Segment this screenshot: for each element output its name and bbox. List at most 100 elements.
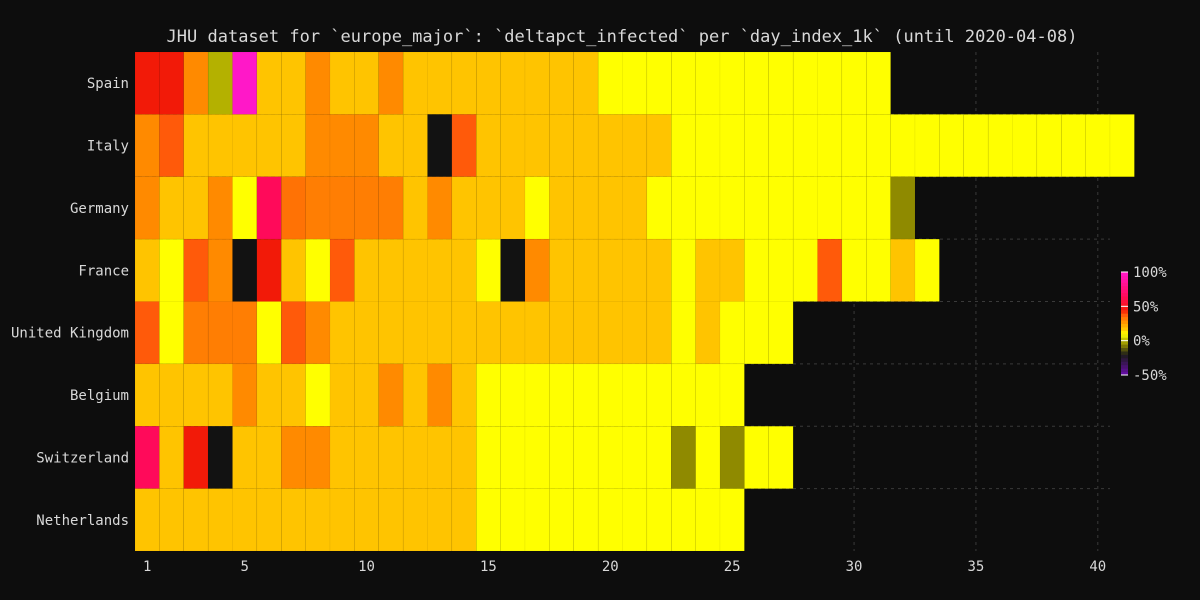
heatmap-cell xyxy=(597,176,623,240)
heatmap-cell xyxy=(695,51,721,115)
heatmap-cell xyxy=(402,488,428,552)
heatmap-cell xyxy=(329,114,355,177)
heatmap-cell xyxy=(183,51,209,115)
y-tick-label: Belgium xyxy=(70,388,129,404)
heatmap-cell xyxy=(378,176,404,240)
heatmap-cell xyxy=(622,176,648,240)
heatmap-cell xyxy=(549,301,574,365)
heatmap-cell xyxy=(671,176,696,240)
heatmap-cell xyxy=(622,51,648,115)
heatmap-cell xyxy=(500,238,526,302)
heatmap-cell xyxy=(451,176,477,240)
heatmap-cell xyxy=(671,301,696,365)
colorbar-swatch xyxy=(1121,278,1128,283)
heatmap-cell xyxy=(159,114,184,177)
heatmap-cell xyxy=(134,363,160,427)
x-tick-label: 15 xyxy=(480,559,497,575)
heatmap-cell xyxy=(573,363,599,427)
heatmap-cell xyxy=(573,301,599,365)
heatmap-cell xyxy=(1036,114,1062,177)
heatmap-cell xyxy=(646,363,672,427)
heatmap-cell xyxy=(402,363,428,427)
heatmap-cell xyxy=(622,301,648,365)
heatmap-cell xyxy=(329,301,355,365)
heatmap-cell xyxy=(817,238,843,302)
heatmap-cell xyxy=(281,114,306,177)
heatmap-cell xyxy=(476,238,501,302)
heatmap-cell xyxy=(841,176,867,240)
heatmap-cell xyxy=(207,363,233,427)
heatmap-cell xyxy=(841,114,867,177)
colorbar-swatch xyxy=(1121,302,1128,307)
heatmap-cell xyxy=(256,301,282,365)
heatmap-cell xyxy=(183,176,209,240)
heatmap-cell xyxy=(476,426,501,489)
heatmap-cell xyxy=(914,238,940,302)
heatmap-cell xyxy=(671,51,696,115)
colorbar-swatch xyxy=(1121,340,1128,345)
heatmap-cell xyxy=(841,51,867,115)
heatmap-cell xyxy=(987,114,1013,177)
heatmap-cell xyxy=(573,488,599,552)
heatmap-cell xyxy=(207,114,233,177)
colorbar-swatch xyxy=(1121,292,1128,297)
heatmap-cell xyxy=(378,238,404,302)
heatmap-cell xyxy=(890,238,916,302)
heatmap-cell xyxy=(646,426,672,489)
heatmap-cell xyxy=(305,488,331,552)
heatmap-cell xyxy=(427,176,453,240)
heatmap-cell xyxy=(354,51,379,115)
heatmap-cell xyxy=(427,301,453,365)
y-tick-label: Switzerland xyxy=(36,450,129,466)
colorbar-swatch xyxy=(1121,306,1128,311)
heatmap-cell xyxy=(256,114,282,177)
heatmap-cell xyxy=(134,301,160,365)
heatmap-cell xyxy=(524,51,550,115)
heatmap-cell xyxy=(817,51,843,115)
heatmap-cell xyxy=(500,426,526,489)
heatmap-cell xyxy=(671,363,696,427)
heatmap-cell xyxy=(695,114,721,177)
heatmap-cell xyxy=(573,426,599,489)
heatmap-cell xyxy=(1085,114,1111,177)
heatmap-cell xyxy=(524,238,550,302)
heatmap-cell xyxy=(817,114,843,177)
heatmap-cell xyxy=(768,426,794,489)
heatmap-cell xyxy=(159,426,184,489)
heatmap-cell xyxy=(354,176,379,240)
heatmap-cell xyxy=(500,51,526,115)
heatmap-cell xyxy=(695,238,721,302)
heatmap-cell xyxy=(476,51,501,115)
heatmap-cell xyxy=(427,51,453,115)
heatmap-cell xyxy=(646,114,672,177)
y-tick-label: United Kingdom xyxy=(11,326,129,342)
heatmap-cell xyxy=(183,238,209,302)
heatmap-cell xyxy=(914,114,940,177)
heatmap-cell xyxy=(695,363,721,427)
heatmap-cell xyxy=(744,176,769,240)
colorbar-swatch xyxy=(1121,364,1128,369)
heatmap-cell xyxy=(573,51,599,115)
heatmap-cell xyxy=(305,114,331,177)
heatmap-cell xyxy=(622,363,648,427)
colorbar-swatch xyxy=(1121,282,1128,287)
heatmap-cell xyxy=(232,426,258,489)
heatmap-cell xyxy=(207,301,233,365)
heatmap-cell xyxy=(354,426,379,489)
colorbar-swatch xyxy=(1121,330,1128,335)
heatmap-cell xyxy=(183,363,209,427)
x-tick-label: 40 xyxy=(1089,559,1106,575)
heatmap-cell xyxy=(719,488,745,552)
heatmap-cell xyxy=(549,426,574,489)
colorbar-swatch xyxy=(1121,347,1128,352)
colorbar-tick-label: -50% xyxy=(1133,368,1167,384)
heatmap-cell xyxy=(305,363,331,427)
heatmap-cell xyxy=(134,426,160,489)
heatmap-cell xyxy=(524,114,550,177)
heatmap-cell xyxy=(549,488,574,552)
heatmap-cell xyxy=(354,301,379,365)
heatmap-cell xyxy=(744,51,769,115)
heatmap-cell xyxy=(354,238,379,302)
heatmap-cell xyxy=(573,114,599,177)
